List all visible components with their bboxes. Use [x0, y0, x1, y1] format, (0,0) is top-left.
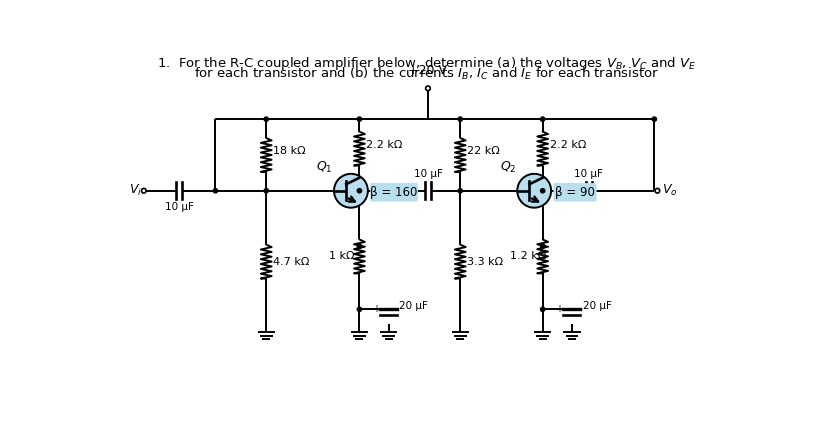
- Circle shape: [541, 244, 545, 248]
- Text: 10 μF: 10 μF: [414, 169, 443, 179]
- Circle shape: [541, 307, 545, 311]
- Ellipse shape: [518, 174, 551, 208]
- Text: 2.2 kΩ: 2.2 kΩ: [550, 140, 586, 150]
- Circle shape: [357, 189, 362, 193]
- Text: 3.3 kΩ: 3.3 kΩ: [468, 257, 503, 267]
- Circle shape: [357, 117, 362, 121]
- Text: 4.7 kΩ: 4.7 kΩ: [273, 257, 310, 267]
- Text: 22 kΩ: 22 kΩ: [468, 146, 500, 156]
- Text: 10 μF: 10 μF: [574, 169, 603, 179]
- Circle shape: [357, 307, 362, 311]
- Circle shape: [357, 244, 362, 248]
- Circle shape: [213, 189, 218, 193]
- Text: 1.2 kΩ: 1.2 kΩ: [510, 251, 547, 262]
- Circle shape: [458, 117, 463, 121]
- Text: +: +: [372, 303, 379, 314]
- Circle shape: [264, 189, 269, 193]
- Ellipse shape: [334, 174, 368, 208]
- Circle shape: [264, 117, 269, 121]
- Circle shape: [652, 117, 656, 121]
- Text: 20 μF: 20 μF: [582, 301, 612, 311]
- Circle shape: [458, 189, 463, 193]
- Text: 10 μF: 10 μF: [165, 202, 194, 212]
- Text: $Q_2$: $Q_2$: [500, 160, 516, 175]
- Text: β = 90: β = 90: [555, 186, 595, 199]
- Text: 1 kΩ: 1 kΩ: [329, 251, 354, 262]
- Text: $V_i$: $V_i$: [129, 183, 142, 198]
- Text: 1.  For the R-C coupled amplifier below, determine (a) the voltages $V_B$, $V_C$: 1. For the R-C coupled amplifier below, …: [156, 55, 696, 72]
- Text: 20 μF: 20 μF: [399, 301, 428, 311]
- FancyBboxPatch shape: [370, 183, 418, 202]
- Text: $V_o$: $V_o$: [662, 183, 677, 198]
- Text: +: +: [555, 303, 562, 314]
- Text: 2.2 kΩ: 2.2 kΩ: [366, 140, 403, 150]
- Text: β = 160: β = 160: [370, 186, 418, 199]
- Text: 18 kΩ: 18 kΩ: [273, 146, 306, 156]
- FancyBboxPatch shape: [553, 183, 597, 202]
- Text: $Q_1$: $Q_1$: [316, 160, 333, 175]
- Text: +20 V: +20 V: [409, 64, 448, 77]
- Circle shape: [541, 117, 545, 121]
- Text: for each transistor and (b) the currents $I_B$, $I_C$ and $I_E$ for each transis: for each transistor and (b) the currents…: [194, 66, 659, 82]
- Circle shape: [541, 189, 545, 193]
